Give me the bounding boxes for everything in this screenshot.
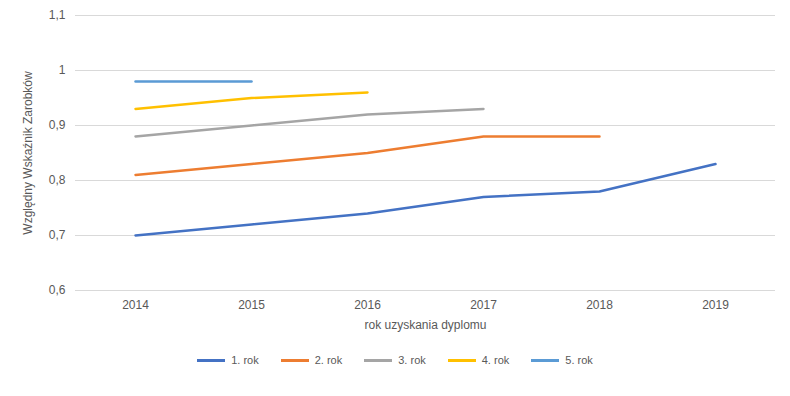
svg-text:Względny Wskaźnik Zarobków: Względny Wskaźnik Zarobków xyxy=(21,71,35,235)
svg-text:2015: 2015 xyxy=(238,298,265,312)
svg-text:2018: 2018 xyxy=(586,298,613,312)
svg-text:rok uzyskania dyplomu: rok uzyskania dyplomu xyxy=(364,318,486,332)
svg-text:1: 1 xyxy=(59,63,66,77)
svg-text:2016: 2016 xyxy=(354,298,381,312)
svg-text:2017: 2017 xyxy=(470,298,497,312)
html-text:5. rok: 5. rok xyxy=(565,354,593,366)
svg-text:0,8: 0,8 xyxy=(49,173,66,187)
svg-text:1,1: 1,1 xyxy=(49,8,66,22)
svg-text:0,6: 0,6 xyxy=(49,283,66,297)
html-text:3. rok: 3. rok xyxy=(398,354,426,366)
svg-text:0,9: 0,9 xyxy=(49,118,66,132)
svg-text:2014: 2014 xyxy=(122,298,149,312)
svg-text:0,7: 0,7 xyxy=(49,228,66,242)
html-text:1. rok: 1. rok xyxy=(231,354,259,366)
html-text:4. rok: 4. rok xyxy=(481,354,510,366)
svg-text:2019: 2019 xyxy=(702,298,729,312)
html-text:2. rok: 2. rok xyxy=(314,354,343,366)
